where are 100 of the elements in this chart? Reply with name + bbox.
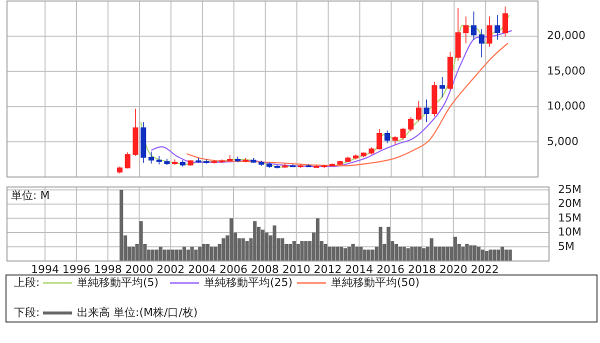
legend-title: 下段: [14, 306, 40, 320]
x-tick-label: 2014 [345, 263, 374, 276]
bar [194, 250, 198, 261]
candlestick [314, 164, 320, 168]
bar [386, 226, 390, 261]
bar [402, 246, 406, 261]
bar [473, 245, 477, 261]
bar [182, 246, 186, 261]
bar [288, 244, 292, 261]
candlestick [156, 155, 162, 165]
legend-title: 上段: [14, 276, 40, 290]
x-tick-label: 2004 [188, 263, 216, 276]
x-tick-label: 1996 [62, 263, 90, 276]
candlestick [140, 122, 146, 164]
legend-label: 単純移動平均(25) [204, 276, 293, 290]
annotation: 単位: M [11, 189, 50, 202]
bar [370, 250, 374, 261]
bar [292, 241, 296, 261]
bar [488, 250, 492, 261]
candlestick [227, 154, 233, 162]
candlestick [400, 127, 406, 140]
candlestick [164, 158, 170, 166]
y-tick-label: 10,000 [547, 100, 586, 113]
bar [300, 241, 304, 261]
candlestick [172, 159, 178, 166]
y-tick-label: 5,000 [547, 134, 578, 148]
bar [453, 236, 457, 261]
bar [120, 190, 124, 261]
bar [198, 246, 202, 261]
candlestick [242, 158, 248, 163]
line-series [186, 42, 508, 166]
bar [210, 246, 214, 261]
candlestick [117, 166, 123, 174]
bar [445, 246, 450, 261]
candlestick [258, 160, 264, 166]
candlestick [148, 151, 154, 164]
bar [336, 246, 340, 261]
bar [131, 246, 135, 261]
x-tick-label: 2002 [156, 263, 185, 276]
bar [461, 246, 465, 261]
candlestick [463, 16, 469, 44]
legend-label: 単純移動平均(5) [77, 276, 159, 290]
bar [394, 244, 398, 261]
candlestick [322, 164, 328, 168]
bar [202, 244, 206, 261]
candlestick [235, 156, 241, 163]
bar [418, 246, 422, 261]
bar [363, 250, 367, 261]
bar [272, 225, 276, 261]
candlestick [306, 164, 312, 168]
bar [264, 232, 268, 261]
x-tick-label: 2012 [314, 263, 342, 276]
bar [480, 250, 484, 261]
bar [398, 246, 402, 261]
bar [316, 218, 320, 261]
x-tick-label: 2016 [376, 263, 405, 276]
x-tick-label: 1998 [94, 263, 122, 276]
bar [340, 246, 344, 261]
candlestick [219, 159, 225, 164]
candlestick [494, 14, 500, 40]
x-tick-label: 2022 [470, 263, 499, 276]
bar [410, 246, 414, 261]
candlestick [376, 128, 382, 150]
bar [465, 244, 469, 261]
bar [343, 248, 348, 261]
y-tick-label: 25M [558, 182, 582, 196]
candlestick [211, 160, 217, 164]
candlestick [408, 116, 414, 132]
bar [332, 246, 336, 261]
bar [438, 246, 442, 261]
bar [162, 250, 166, 261]
bar [166, 250, 170, 261]
bar [414, 246, 418, 261]
legend-label: 出来高 単位:(M株/口/枚) [77, 306, 198, 320]
candlestick [250, 158, 256, 164]
candlestick [392, 136, 398, 146]
candlestick [132, 108, 138, 156]
bar [406, 248, 410, 261]
candlestick [432, 82, 438, 117]
bar [206, 244, 210, 261]
bar [484, 251, 488, 261]
bar [245, 241, 249, 261]
bar [469, 245, 473, 261]
candlestick [368, 147, 374, 155]
bar [347, 246, 351, 261]
candlestick [486, 16, 492, 48]
bar [359, 246, 363, 261]
candlestick [502, 6, 508, 37]
x-tick-label: 2006 [220, 263, 248, 276]
bar [280, 238, 284, 261]
candlestick [440, 76, 446, 98]
legend-label: 単純移動平均(50) [331, 276, 420, 290]
bar [496, 250, 500, 261]
bar [492, 250, 496, 261]
candlestick [345, 156, 351, 163]
candlestick [424, 99, 430, 122]
bar [241, 238, 245, 261]
bar [422, 248, 426, 261]
candlestick [196, 158, 202, 164]
bar [174, 250, 178, 261]
